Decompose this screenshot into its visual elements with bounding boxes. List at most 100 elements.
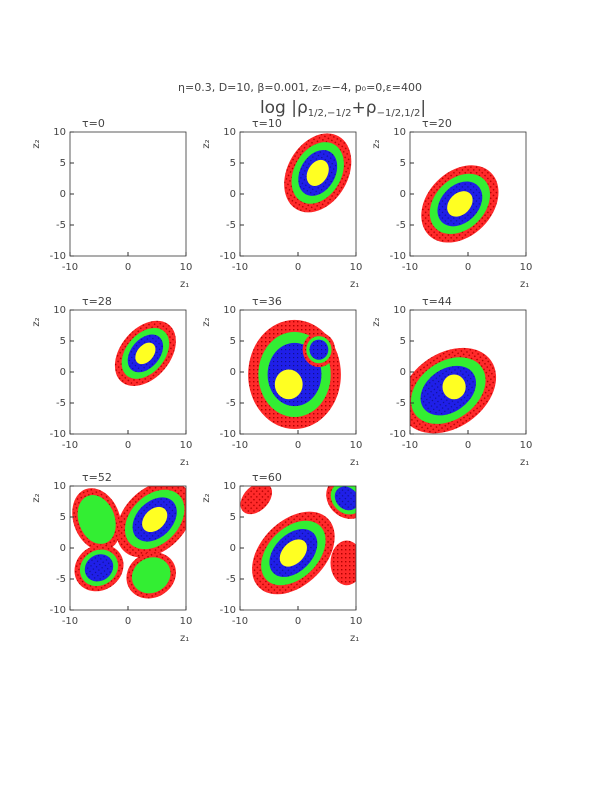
y-tick-label: -5 bbox=[396, 220, 406, 231]
y-tick-label: 5 bbox=[230, 512, 236, 523]
y-tick-label: 5 bbox=[400, 158, 406, 169]
y-tick-label: 10 bbox=[223, 127, 236, 138]
x-axis-label: z₁ bbox=[180, 633, 189, 644]
y-tick-label: 10 bbox=[53, 481, 66, 492]
x-axis-label: z₁ bbox=[180, 279, 189, 290]
contour-level bbox=[142, 506, 168, 533]
x-tick-label: 0 bbox=[465, 262, 471, 273]
x-tick-label: -10 bbox=[62, 616, 78, 627]
y-tick-label: 10 bbox=[393, 305, 406, 316]
contour-level bbox=[330, 540, 356, 586]
y-tick-label: 0 bbox=[230, 543, 236, 554]
x-tick-label: 10 bbox=[180, 616, 193, 627]
contour-field bbox=[72, 486, 186, 599]
panel: τ=20 -10 -5 0 5 10 -10 0 10 z₁ z₂ bbox=[371, 117, 532, 290]
x-axis-label: z₁ bbox=[350, 279, 359, 290]
contour-field bbox=[240, 486, 356, 595]
y-tick-label: -5 bbox=[56, 220, 66, 231]
x-tick-label: 0 bbox=[125, 262, 131, 273]
y-tick-label: 0 bbox=[60, 543, 66, 554]
x-tick-label: 10 bbox=[350, 262, 363, 273]
y-tick-label: 10 bbox=[223, 305, 236, 316]
x-tick-label: 0 bbox=[295, 616, 301, 627]
panel-title: τ=28 bbox=[82, 295, 112, 308]
title-part: +ρ bbox=[352, 98, 377, 118]
y-tick-label: -10 bbox=[50, 605, 66, 616]
x-tick-label: 10 bbox=[350, 616, 363, 627]
y-tick-label: 5 bbox=[60, 512, 66, 523]
panel-title: τ=60 bbox=[252, 471, 282, 484]
contour-field bbox=[284, 133, 352, 213]
contour-level bbox=[309, 339, 329, 360]
y-tick-label: -10 bbox=[220, 251, 236, 262]
y-tick-label: 10 bbox=[223, 481, 236, 492]
contour-level bbox=[240, 486, 273, 515]
figure-params: η=0.3, D=10, β=0.001, z₀=−4, p₀=0,ε=400 bbox=[178, 81, 422, 94]
contour-field bbox=[114, 320, 176, 386]
y-tick-label: -10 bbox=[220, 429, 236, 440]
x-tick-label: -10 bbox=[232, 262, 248, 273]
contour-field bbox=[248, 319, 341, 430]
y-tick-label: 0 bbox=[400, 367, 406, 378]
panel: τ=52 -10 -5 0 5 10 -10 0 10 z₁ z₂ bbox=[31, 471, 193, 644]
title-part: | bbox=[420, 98, 426, 118]
y-tick-label: 0 bbox=[230, 367, 236, 378]
title-subscript: −1/2,1/2 bbox=[377, 108, 421, 119]
x-tick-label: 0 bbox=[125, 440, 131, 451]
panel-title: τ=10 bbox=[252, 117, 282, 130]
x-axis-label: z₁ bbox=[520, 457, 529, 468]
contour-level bbox=[84, 554, 114, 582]
y-tick-label: 10 bbox=[393, 127, 406, 138]
x-axis-label: z₁ bbox=[350, 633, 359, 644]
y-tick-label: 0 bbox=[60, 189, 66, 200]
y-axis-label: z₂ bbox=[201, 493, 212, 502]
y-tick-label: 0 bbox=[60, 367, 66, 378]
x-tick-label: 0 bbox=[295, 440, 301, 451]
x-tick-label: -10 bbox=[402, 262, 418, 273]
contour-level bbox=[77, 495, 116, 544]
y-tick-label: -5 bbox=[226, 220, 236, 231]
panel-title: τ=0 bbox=[82, 117, 105, 130]
x-axis-label: z₁ bbox=[350, 457, 359, 468]
y-tick-label: 0 bbox=[230, 189, 236, 200]
y-tick-label: -10 bbox=[390, 251, 406, 262]
y-axis-label: z₂ bbox=[201, 317, 212, 326]
y-tick-label: -10 bbox=[220, 605, 236, 616]
y-tick-label: 5 bbox=[230, 336, 236, 347]
x-tick-label: -10 bbox=[62, 440, 78, 451]
x-tick-label: 0 bbox=[465, 440, 471, 451]
panel: τ=10 -10 -5 0 5 10 -10 0 10 z₁ z₂ bbox=[201, 117, 363, 290]
x-tick-label: 10 bbox=[520, 262, 533, 273]
y-tick-label: 10 bbox=[53, 127, 66, 138]
x-axis-label: z₁ bbox=[520, 279, 529, 290]
y-tick-label: 10 bbox=[53, 305, 66, 316]
y-tick-label: -5 bbox=[396, 398, 406, 409]
contour-field bbox=[421, 165, 499, 243]
y-tick-label: -10 bbox=[50, 251, 66, 262]
title-subscript: 1/2,−1/2 bbox=[308, 108, 352, 119]
panel-title: τ=52 bbox=[82, 471, 112, 484]
y-tick-label: -5 bbox=[226, 398, 236, 409]
x-tick-label: -10 bbox=[402, 440, 418, 451]
x-tick-label: -10 bbox=[62, 262, 78, 273]
y-tick-label: 5 bbox=[400, 336, 406, 347]
y-axis-label: z₂ bbox=[31, 317, 42, 326]
y-axis-label: z₂ bbox=[371, 317, 382, 326]
contour-level bbox=[306, 159, 329, 186]
y-axis-label: z₂ bbox=[201, 139, 212, 148]
y-tick-label: -5 bbox=[56, 398, 66, 409]
contour-level bbox=[274, 369, 303, 400]
contour-level bbox=[135, 342, 156, 365]
panel: τ=44 -10 -5 0 5 10 -10 0 10 z₁ z₂ bbox=[371, 295, 532, 468]
x-tick-label: -10 bbox=[232, 616, 248, 627]
y-tick-label: 5 bbox=[60, 336, 66, 347]
x-tick-label: 10 bbox=[350, 440, 363, 451]
plot-frame bbox=[69, 131, 187, 257]
panel: τ=28 -10 -5 0 5 10 -10 0 10 z₁ z₂ bbox=[31, 295, 192, 468]
y-tick-label: -5 bbox=[226, 574, 236, 585]
contour-field bbox=[410, 347, 497, 434]
y-axis-label: z₂ bbox=[31, 493, 42, 502]
x-tick-label: 0 bbox=[295, 262, 301, 273]
y-tick-label: 5 bbox=[60, 158, 66, 169]
